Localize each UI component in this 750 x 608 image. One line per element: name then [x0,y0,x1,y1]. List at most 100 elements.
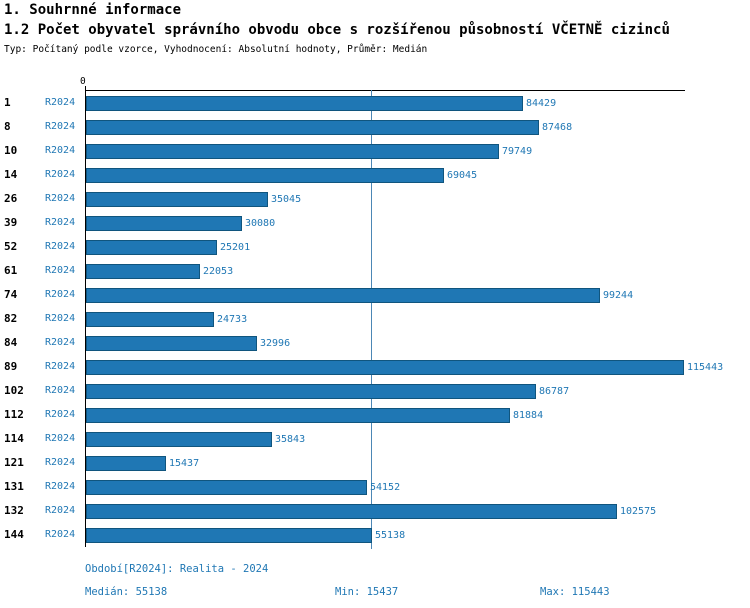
chart-row: 52 R2024 25201 [0,235,750,259]
row-series-label: R2024 [45,313,76,324]
row-category-label: 8 [4,120,11,133]
chart-row: 14 R2024 69045 [0,163,750,187]
row-category-label: 14 [4,168,18,181]
bar-track: 102575 [86,503,656,519]
footer-period-label: Období[R2024]: Realita - 2024 [85,563,269,575]
bar [86,431,272,447]
bar-value-label: 54152 [370,481,401,493]
row-series-label: R2024 [45,433,76,444]
bar [86,95,523,111]
page-subtitle: 1.2 Počet obyvatel správního obvodu obce… [4,22,670,38]
bar-track: 55138 [86,527,405,543]
bar-track: 69045 [86,167,477,183]
row-series-label: R2024 [45,505,76,516]
bar [86,407,510,423]
row-series-label: R2024 [45,385,76,396]
bar [86,239,217,255]
row-category-label: 61 [4,264,18,277]
bar [86,287,600,303]
bar-value-label: 55138 [375,529,406,541]
row-category-label: 84 [4,336,18,349]
row-category-label: 10 [4,144,18,157]
bar-value-label: 87468 [542,121,573,133]
chart-row: 144 R2024 55138 [0,523,750,547]
row-series-label: R2024 [45,529,76,540]
stat-min: Min: 15437 [335,586,399,598]
bar-value-label: 115443 [687,361,724,373]
chart-row: 121 R2024 15437 [0,451,750,475]
bar-track: 24733 [86,311,247,327]
bar [86,527,372,543]
bar [86,143,499,159]
bar-track: 54152 [86,479,400,495]
bar-track: 15437 [86,455,199,471]
row-category-label: 1 [4,96,11,109]
row-series-label: R2024 [45,217,76,228]
chart-row: 102 R2024 86787 [0,379,750,403]
bar [86,455,166,471]
bar [86,479,367,495]
chart-row: 84 R2024 32996 [0,331,750,355]
chart-row: 112 R2024 81884 [0,403,750,427]
row-series-label: R2024 [45,289,76,300]
x-axis-zero-label: 0 [80,76,86,87]
bar-track: 30080 [86,215,275,231]
row-category-label: 112 [4,408,24,421]
bar-track: 79749 [86,143,532,159]
row-series-label: R2024 [45,241,76,252]
bar [86,503,617,519]
bar-chart: 0 1 R2024 84429 8 R2024 87468 10 R2024 7… [0,75,750,557]
bar-value-label: 81884 [513,409,544,421]
row-series-label: R2024 [45,481,76,492]
row-series-label: R2024 [45,409,76,420]
median-line [371,90,372,549]
row-series-label: R2024 [45,97,76,108]
x-axis-line [85,90,685,91]
stat-median: Medián: 55138 [85,586,168,598]
row-category-label: 26 [4,192,18,205]
bar-value-label: 32996 [260,337,291,349]
bar-track: 35045 [86,191,301,207]
row-category-label: 131 [4,480,24,493]
page-meta: Typ: Počítaný podle vzorce, Vyhodnocení:… [4,44,428,55]
bar [86,335,257,351]
row-category-label: 114 [4,432,24,445]
row-series-label: R2024 [45,121,76,132]
chart-row: 132 R2024 102575 [0,499,750,523]
bar-track: 87468 [86,119,572,135]
bar-value-label: 69045 [447,169,478,181]
row-series-label: R2024 [45,145,76,156]
bar-value-label: 84429 [526,97,557,109]
bar [86,263,200,279]
row-category-label: 102 [4,384,24,397]
bar [86,119,539,135]
bar-track: 115443 [86,359,723,375]
bar-value-label: 15437 [169,457,200,469]
bar-value-label: 102575 [620,505,657,517]
bar [86,311,214,327]
bar-track: 25201 [86,239,250,255]
row-series-label: R2024 [45,193,76,204]
row-category-label: 39 [4,216,18,229]
bar-value-label: 24733 [217,313,248,325]
chart-row: 10 R2024 79749 [0,139,750,163]
chart-row: 131 R2024 54152 [0,475,750,499]
row-category-label: 82 [4,312,18,325]
chart-row: 39 R2024 30080 [0,211,750,235]
row-category-label: 52 [4,240,18,253]
bar-value-label: 86787 [539,385,570,397]
bar-value-label: 99244 [603,289,634,301]
chart-row: 89 R2024 115443 [0,355,750,379]
chart-row: 114 R2024 35843 [0,427,750,451]
bar [86,167,444,183]
bar-track: 35843 [86,431,305,447]
page-title: 1. Souhrnné informace [4,2,182,18]
row-category-label: 121 [4,456,24,469]
row-category-label: 132 [4,504,24,517]
chart-row: 1 R2024 84429 [0,91,750,115]
bar [86,383,536,399]
bar [86,191,268,207]
chart-row: 61 R2024 22053 [0,259,750,283]
bar-track: 84429 [86,95,556,111]
